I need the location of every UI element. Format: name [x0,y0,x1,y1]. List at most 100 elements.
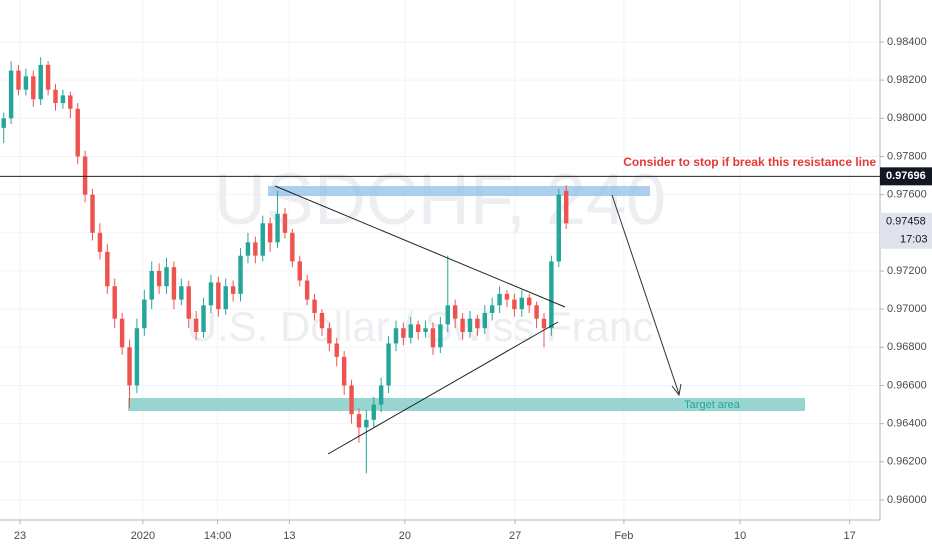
candle-body [312,299,317,313]
x-tick-label: 23 [14,530,26,542]
y-tick-label: 0.96000 [887,494,927,506]
candle-body [297,261,302,281]
candle-body [401,328,406,338]
candle-body [60,95,66,104]
arrow-head [671,383,682,397]
axes: 0.96000 0.96200 0.96400 0.96600 0.96800 0.970… [0,36,932,542]
candle-body [563,190,569,224]
candle-body [467,318,473,333]
candle-body [334,343,339,357]
x-tick-label: 10 [734,530,746,542]
candle-body [253,242,258,256]
candle-body [16,70,21,90]
y-tick-label: 0.96400 [887,418,927,430]
y-tick-label: 0.98000 [887,112,927,124]
arrow [611,194,680,395]
candle-body [238,255,243,294]
candle-body [526,297,532,306]
candle-body [519,297,525,310]
y-tick-label: 0.98400 [887,36,927,48]
x-tick-label: 2020 [131,530,155,542]
candle-body [112,286,117,319]
candle-body [556,194,562,262]
x-tick-label: 13 [283,530,295,542]
y-tick-label: 0.97600 [887,189,927,201]
candle-body [38,64,43,100]
x-tick-label: 17 [844,530,856,542]
target-zone [128,398,805,411]
candle-body [8,70,14,119]
candle-body [75,108,80,157]
candle-body [156,270,162,287]
candle-body [97,232,103,252]
candle-body [512,299,517,310]
candle-body [423,328,428,333]
candle-body [356,414,362,428]
candle-body [179,286,184,300]
candle-body [282,213,288,233]
candles [1,57,569,474]
candle-body [430,328,436,348]
candle-body [341,356,347,386]
candle-body [53,89,58,104]
x-tick-label: 20 [399,530,411,542]
candle-body [482,312,487,329]
y-tick-label: 0.96600 [887,379,927,391]
y-tick-label: 0.98200 [887,74,927,86]
candle-body [534,305,539,319]
candle-body [149,270,154,300]
candle-body [31,76,36,100]
grid [0,0,880,520]
candle-body [460,318,465,333]
y-tick-label: 0.96800 [887,341,927,353]
candle-body [164,267,169,287]
candle-body [386,343,391,386]
triangle-lower [327,321,559,455]
candle-body [319,312,325,329]
candle-body [230,286,236,294]
candle-body [171,267,177,300]
candle-body [504,293,510,300]
candle-body [223,286,228,310]
x-tick-label: Feb [614,530,633,542]
candle-body [201,305,206,333]
candle-body [364,419,369,428]
watermark-symbol: USDCHF, 240 [214,160,666,240]
triangle-upper [274,185,566,308]
candle-body [134,328,140,386]
candle-body [1,118,6,128]
countdown-label: 17:03 [900,234,928,246]
candle-body [415,324,421,333]
candle-body [127,347,132,386]
candle-body [408,324,413,338]
y-tick-label: 0.97200 [887,265,927,277]
candle-body [90,194,95,233]
candle-body [549,261,554,329]
x-tick-label: 27 [509,530,521,542]
candle-body [445,305,450,325]
candle-body [438,324,443,348]
candle-body [497,293,502,306]
candle-body [378,385,384,405]
candle-body [245,242,251,256]
candle-body [68,95,73,109]
candle-body [119,318,125,348]
candle-body [82,156,88,195]
candle-body [260,223,265,256]
candle-body [216,282,221,310]
candle-body [475,318,480,329]
x-tick-label: 14:00 [204,530,232,542]
candle-body [327,328,332,344]
y-tick-label: 0.96200 [887,456,927,468]
last-price-box [880,212,932,249]
candle-body [23,76,29,90]
candle-body [105,251,110,287]
candle-body [541,318,547,329]
y-tick-label: 0.97000 [887,303,927,315]
candle-body [275,213,280,243]
annotation: Consider to stop if break this resistanc… [623,155,876,169]
candle-body [45,64,51,90]
resistance-price-label: 0.97696 [886,170,926,182]
